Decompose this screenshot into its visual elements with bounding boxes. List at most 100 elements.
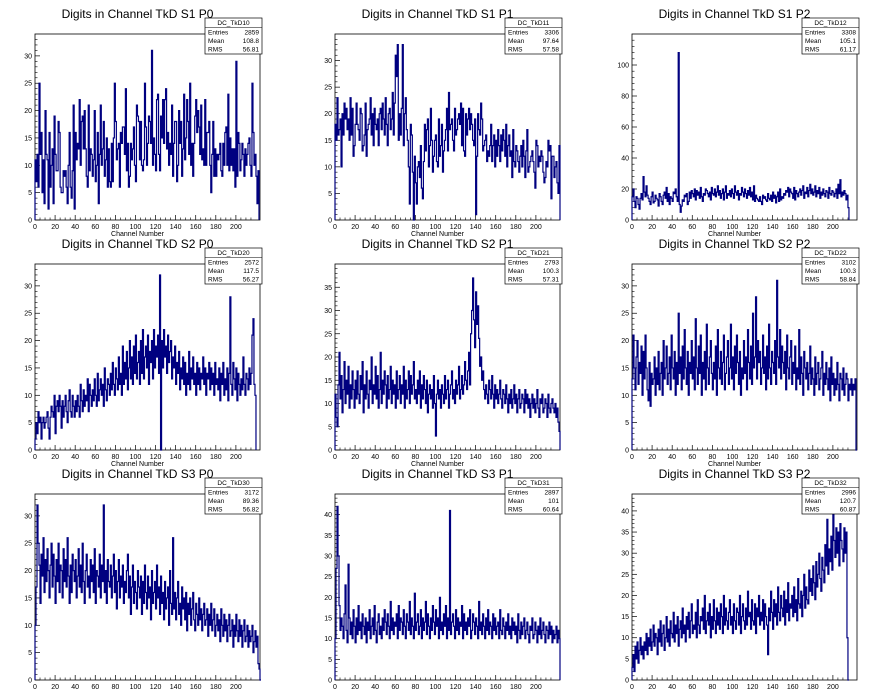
stats-box	[204, 247, 263, 285]
x-tick-label: 80	[708, 224, 716, 231]
y-tick-label: 40	[621, 508, 629, 515]
y-tick-label: 15	[24, 135, 32, 142]
y-tick-label: 5	[328, 191, 332, 198]
y-tick-label: 20	[621, 593, 629, 600]
stats-value: 2897	[545, 490, 560, 497]
y-tick-label: 15	[324, 378, 332, 385]
x-tick-label: 80	[411, 684, 419, 690]
y-tick-label: 25	[621, 311, 629, 318]
chart-title: Digits in Channel TkD S1 P2	[659, 7, 811, 21]
x-tick-label: 80	[411, 224, 419, 231]
histogram-panel: Digits in Channel TkD S2 P20 20 40 60 80 100 1…	[621, 237, 860, 468]
stats-label: Entries	[805, 30, 826, 37]
stats-label: RMS	[508, 47, 523, 54]
y-tick-label: 100	[617, 63, 629, 70]
x-tick-label: 180	[510, 224, 522, 231]
y-tick-label: 25	[324, 85, 332, 92]
histogram-panel: Digits in Channel TkD S2 P00 20 40 60 80 100 1…	[24, 237, 263, 468]
x-tick-label: 20	[51, 454, 59, 461]
x-tick-label: 20	[351, 224, 359, 231]
stats-box	[204, 477, 263, 515]
y-tick-label: 20	[324, 595, 332, 602]
x-tick-label: 80	[111, 224, 119, 231]
x-tick-label: 200	[827, 454, 839, 461]
x-axis-label: Channel Number	[708, 231, 762, 238]
y-tick-label: 10	[621, 635, 629, 642]
stats-name: DC_TkD20	[217, 250, 250, 257]
y-tick-label: 5	[28, 650, 32, 657]
stats-label: RMS	[805, 277, 820, 284]
histogram-series-line	[334, 277, 561, 450]
y-tick-label: 25	[324, 331, 332, 338]
stats-value: 2572	[245, 260, 260, 267]
x-tick-label: 120	[450, 224, 462, 231]
y-tick-label: 15	[621, 614, 629, 621]
y-tick-label: 10	[24, 163, 32, 170]
histogram-panel: Digits in Channel TkD S1 P10 20 40 60 80 100 1…	[324, 7, 563, 238]
x-tick-label: 160	[190, 454, 202, 461]
x-tick-label: 40	[371, 684, 379, 690]
histogram-panel: Digits in Channel TkD S3 P10 20 40 60 80 100 1…	[324, 467, 563, 690]
stats-value: 3102	[842, 260, 857, 267]
y-tick-label: 0	[625, 678, 629, 685]
y-tick-label: 25	[24, 541, 32, 548]
x-tick-label: 120	[747, 224, 759, 231]
x-tick-label: 40	[668, 224, 676, 231]
y-tick-label: 30	[621, 551, 629, 558]
x-tick-label: 160	[190, 224, 202, 231]
stats-value: 2859	[245, 30, 260, 37]
y-tick-label: 15	[24, 595, 32, 602]
x-tick-label: 160	[787, 684, 799, 690]
y-tick-label: 20	[24, 108, 32, 115]
x-tick-label: 140	[767, 684, 779, 690]
stats-label: RMS	[805, 507, 820, 514]
x-tick-label: 20	[51, 224, 59, 231]
stats-name: DC_TkD22	[814, 250, 847, 257]
stats-value: 60.64	[543, 507, 560, 514]
x-tick-label: 140	[170, 454, 182, 461]
y-tick-label: 0	[328, 218, 332, 225]
stats-label: Entries	[805, 260, 826, 267]
y-tick-label: 0	[625, 448, 629, 455]
stats-value: 61.17	[840, 47, 857, 54]
histogram-panel: Digits in Channel TkD S3 P20 20 40 60 80 100 1…	[621, 467, 860, 690]
stats-label: RMS	[508, 507, 523, 514]
stats-label: Entries	[208, 260, 229, 267]
y-tick-label: 10	[324, 164, 332, 171]
stats-label: RMS	[508, 277, 523, 284]
stats-label: Mean	[805, 498, 822, 505]
x-tick-label: 200	[530, 684, 542, 690]
y-tick-label: 0	[625, 218, 629, 225]
x-tick-label: 60	[91, 224, 99, 231]
stats-value: 89.36	[243, 498, 260, 505]
stats-value: 100.3	[543, 268, 560, 275]
x-tick-label: 120	[150, 684, 162, 690]
x-tick-label: 100	[727, 684, 739, 690]
stats-label: Entries	[508, 490, 529, 497]
x-tick-label: 200	[530, 224, 542, 231]
stats-value: 56.81	[243, 47, 260, 54]
plot-frame	[334, 263, 561, 451]
stats-label: RMS	[208, 507, 223, 514]
histogram-series-line	[631, 510, 849, 681]
stats-name: DC_TkD11	[518, 20, 550, 27]
y-tick-label: 5	[28, 420, 32, 427]
x-tick-label: 0	[333, 684, 337, 690]
stats-value: 56.82	[243, 507, 260, 514]
plot-frame	[631, 493, 858, 681]
x-tick-label: 160	[787, 454, 799, 461]
histogram-series-line	[631, 52, 850, 220]
chart-title: Digits in Channel TkD S2 P0	[62, 237, 214, 251]
y-tick-label: 10	[324, 401, 332, 408]
x-tick-label: 140	[470, 454, 482, 461]
x-tick-label: 160	[490, 224, 502, 231]
x-tick-label: 140	[470, 224, 482, 231]
stats-label: Mean	[805, 268, 822, 275]
y-tick-label: 0	[328, 678, 332, 685]
x-tick-label: 200	[827, 684, 839, 690]
x-tick-label: 160	[490, 684, 502, 690]
y-tick-label: 25	[621, 572, 629, 579]
y-tick-label: 35	[324, 285, 332, 292]
x-tick-label: 180	[807, 454, 819, 461]
y-tick-label: 35	[621, 530, 629, 537]
